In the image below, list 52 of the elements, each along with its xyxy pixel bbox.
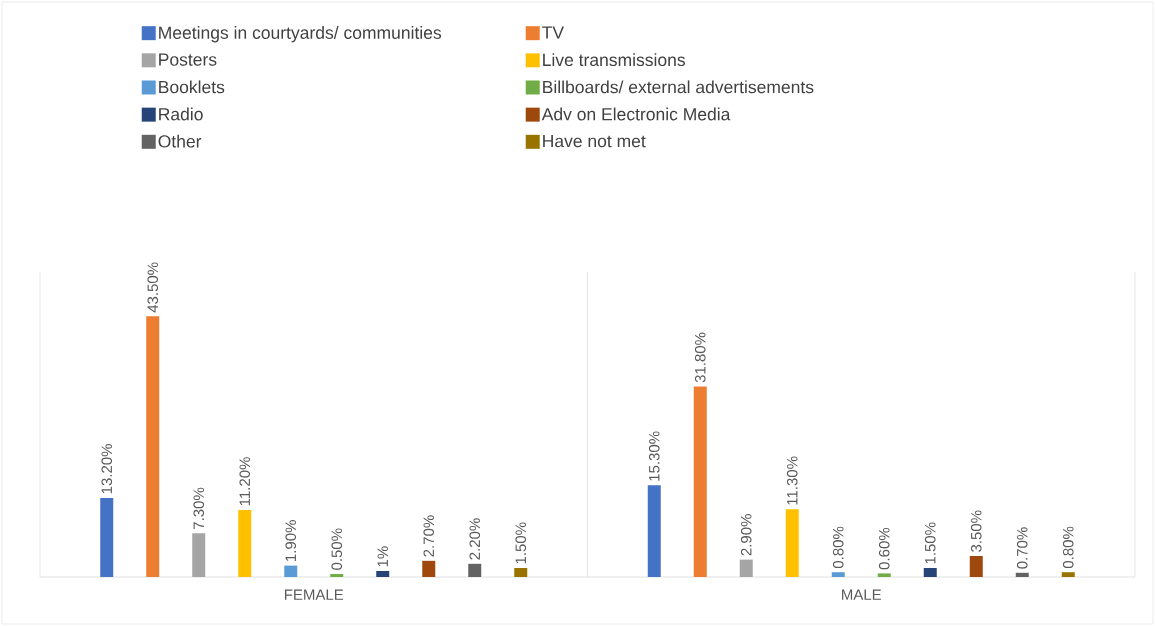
data-label: 0.80%	[832, 526, 844, 569]
bar	[785, 509, 799, 577]
data-label: 1.90%	[285, 520, 297, 561]
data-label: 13.20%	[101, 444, 113, 494]
bar	[468, 563, 482, 577]
bar	[647, 485, 661, 577]
legend-label: Adv on Electronic Media	[541, 107, 731, 121]
bar	[238, 509, 252, 577]
data-label: 0.70%	[1016, 527, 1028, 569]
legend-label: Live transmissions	[543, 53, 685, 67]
data-label: 11.20%	[239, 457, 251, 506]
legend-label: Posters	[159, 53, 217, 66]
x-tick-label: MALE	[842, 589, 882, 600]
legend-label: Booklets	[159, 80, 225, 94]
data-label: 0.50%	[331, 528, 343, 570]
data-label: 43.50%	[147, 262, 159, 313]
bar	[376, 571, 390, 577]
bar	[1015, 572, 1029, 577]
data-label: 0.80%	[1062, 526, 1074, 569]
data-label: 31.80%	[694, 332, 706, 383]
bar	[284, 565, 298, 577]
data-label: 2.70%	[423, 515, 435, 557]
data-label: 1.50%	[515, 522, 527, 564]
bar	[877, 573, 891, 577]
bar	[1061, 572, 1075, 577]
legend-label: Billboards/ external advertisements	[543, 80, 814, 94]
legend-label: Meetings in courtyards/ communities	[159, 26, 442, 43]
bar	[923, 568, 937, 577]
data-label: 1%	[377, 546, 388, 567]
bar	[514, 568, 528, 577]
legend-label: TV	[542, 26, 564, 39]
data-label: 0.60%	[878, 527, 890, 570]
legend-label: Other	[158, 134, 202, 148]
bar	[422, 560, 436, 577]
bar	[146, 316, 160, 577]
bar	[100, 497, 114, 577]
data-label: 15.30%	[648, 431, 660, 481]
bar	[739, 559, 753, 577]
bar	[192, 533, 206, 577]
legend-label: Have not met	[543, 135, 646, 148]
data-label: 7.30%	[193, 487, 205, 529]
bar	[831, 572, 845, 577]
data-label: 2.90%	[740, 514, 752, 556]
data-label: 1.50%	[924, 522, 936, 564]
data-label: 11.30%	[786, 456, 798, 505]
legend-label: Radio	[159, 107, 203, 121]
x-tick-label: FEMALE	[284, 589, 344, 600]
bar	[969, 556, 983, 577]
bar	[693, 386, 707, 577]
data-label: 2.20%	[469, 518, 481, 560]
data-label: 3.50%	[970, 510, 982, 552]
bar	[330, 574, 344, 577]
